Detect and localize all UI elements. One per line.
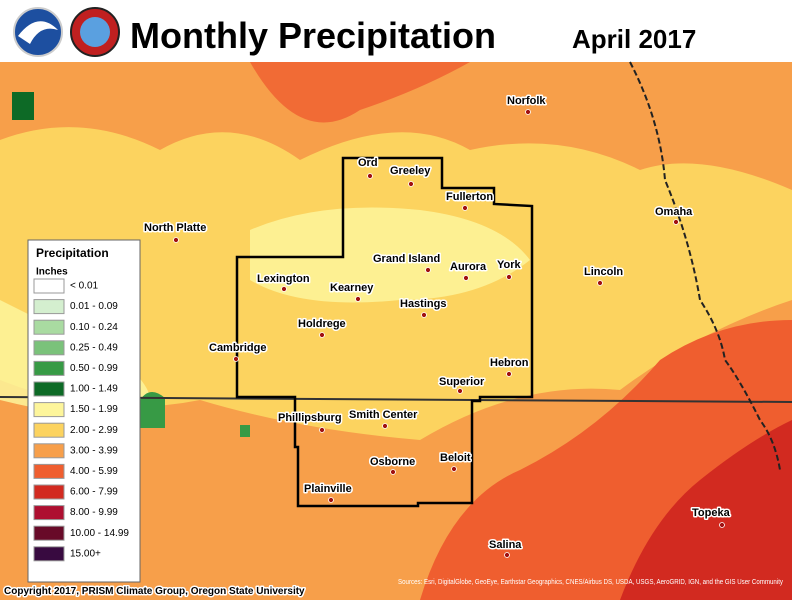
city-dot (382, 423, 388, 429)
legend-swatch (33, 360, 65, 376)
city-label: Phillipsburg (278, 412, 342, 424)
city-label: Superior (439, 376, 485, 388)
city-label: Norfolk (507, 95, 546, 107)
region-outline (235, 156, 534, 508)
city-label: Salina (489, 539, 522, 551)
legend-swatch (33, 505, 65, 521)
legend-title: Precipitation (36, 246, 109, 260)
map (0, 61, 792, 600)
copyright: Copyright 2017, PRISM Climate Group, Ore… (4, 586, 305, 597)
city-label: Topeka (692, 507, 731, 519)
city-label: Ord (358, 157, 378, 169)
city-label: Aurora (450, 261, 487, 273)
city-label: Hastings (400, 298, 446, 310)
legend-swatch (33, 340, 65, 356)
legend-swatch (33, 443, 65, 459)
river-border (629, 61, 781, 471)
legend-swatch (33, 381, 65, 397)
legend-swatch (33, 278, 65, 294)
date: April 2017 (572, 24, 696, 54)
legend-label: 0.01 - 0.09 (70, 301, 118, 312)
cities: Norfolk Ord Greeley Fullerton Omaha North Pla… (143, 94, 732, 558)
city-dot (506, 371, 512, 377)
city-label: Kearney (330, 282, 374, 294)
rain-zone (250, 62, 470, 123)
nws-logo-inner (80, 17, 110, 47)
city-label: Hebron (490, 357, 529, 369)
legend-label: 0.50 - 0.99 (70, 363, 118, 374)
rain-zone (620, 420, 792, 600)
city-label: Holdrege (298, 318, 346, 330)
legend-swatch (33, 546, 65, 562)
city-dot (425, 267, 431, 273)
city-dot (457, 388, 463, 394)
city-label: Plainville (304, 483, 352, 495)
legend-label: 10.00 - 14.99 (70, 528, 129, 539)
legend-label: 0.10 - 0.24 (70, 322, 118, 333)
legend-label: < 0.01 (70, 281, 99, 292)
legend-swatch (33, 484, 65, 500)
legend-label: 8.00 - 9.99 (70, 507, 118, 518)
city-dot (390, 469, 396, 475)
city-dot (525, 109, 531, 115)
legend-units: Inches (36, 267, 68, 278)
legend-label: 1.00 - 1.49 (70, 384, 118, 395)
city-label: North Platte (144, 222, 206, 234)
sources-line: Sources: Esri, DigitalGlobe, GeoEye, Ear… (398, 579, 783, 586)
noaa-logo-bird (18, 21, 58, 44)
city-dot (233, 356, 239, 362)
city-dot (421, 312, 427, 318)
city-dot (173, 237, 179, 243)
city-label: Osborne (370, 456, 415, 468)
city-dot (328, 497, 334, 503)
legend-label: 0.25 - 0.49 (70, 342, 118, 353)
header: Monthly Precipitation April 2017 (13, 7, 696, 57)
rain-zone (0, 62, 792, 190)
wet-spot (12, 92, 34, 120)
legend: Precipitation Inches < 0.01 0.01 - 0.09 0.… (27, 239, 141, 583)
legend-swatch (33, 402, 65, 418)
city-label: Lexington (257, 273, 310, 285)
city-dot (504, 552, 510, 558)
city-label: Lincoln (584, 266, 623, 278)
city-label: Fullerton (446, 191, 493, 203)
legend-label: 6.00 - 7.99 (70, 487, 118, 498)
legend-label: 1.50 - 1.99 (70, 404, 118, 415)
legend-label: 4.00 - 5.99 (70, 466, 118, 477)
legend-swatch (33, 525, 65, 541)
city-dot (451, 466, 457, 472)
city-label: Beloit (440, 452, 471, 464)
legend-swatch (33, 422, 65, 438)
legend-label: 3.00 - 3.99 (70, 445, 118, 456)
legend-swatch (33, 299, 65, 315)
city-label: Greeley (390, 165, 431, 177)
title: Monthly Precipitation (130, 15, 496, 56)
city-dot (367, 173, 373, 179)
city-dot (408, 181, 414, 187)
city-dot (597, 280, 603, 286)
city-dot (319, 427, 325, 433)
legend-items: < 0.01 0.01 - 0.09 0.10 - 0.24 0.25 - 0.49 0… (33, 278, 129, 562)
city-dot (463, 275, 469, 281)
city-label: York (497, 259, 522, 271)
city-label: Omaha (655, 206, 693, 218)
legend-label: 2.00 - 2.99 (70, 425, 118, 436)
city-label: Cambridge (209, 342, 266, 354)
wet-spot (240, 425, 250, 437)
city-dot (355, 296, 361, 302)
city-dot (281, 286, 287, 292)
city-dot (506, 274, 512, 280)
dry-zone (250, 207, 530, 303)
legend-label: 15.00+ (70, 548, 101, 559)
city-dot (719, 522, 725, 528)
city-label: Grand Island (373, 253, 440, 265)
city-dot (319, 332, 325, 338)
city-label: Smith Center (349, 409, 418, 421)
wet-spot (140, 391, 165, 428)
legend-swatch (33, 463, 65, 479)
city-dot (462, 205, 468, 211)
city-dot (673, 219, 679, 225)
legend-swatch (33, 319, 65, 335)
